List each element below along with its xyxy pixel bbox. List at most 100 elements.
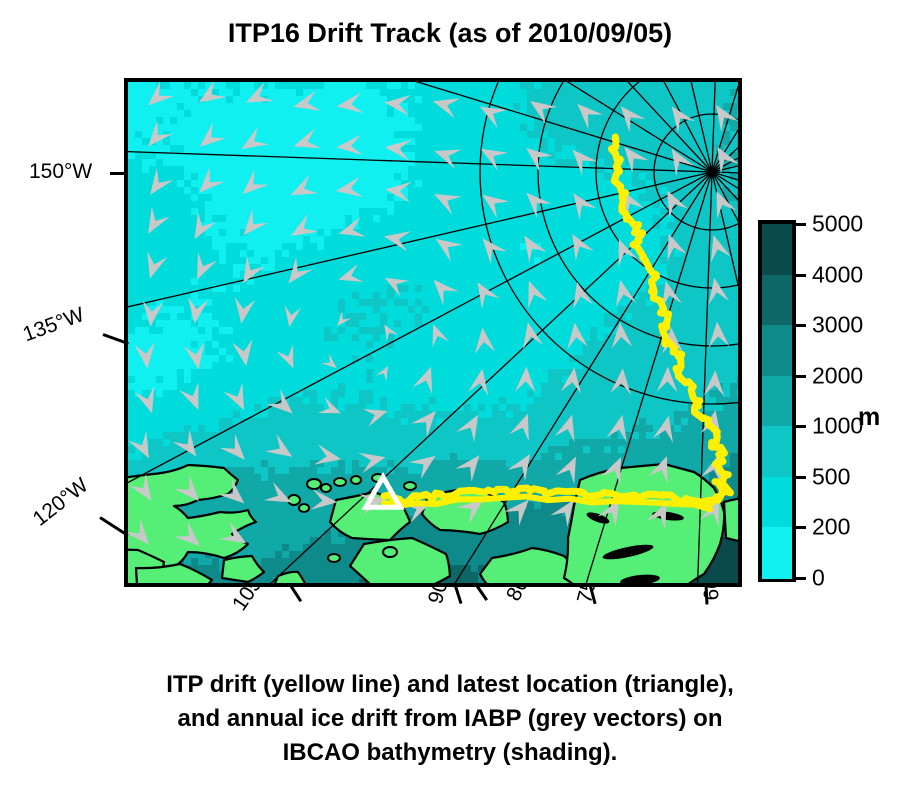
ice-drift-vector-74 [567,322,588,350]
meridian-150 [415,82,713,173]
ice-drift-vector-42 [290,213,319,236]
colorbar-band-3000-4000 [762,274,792,326]
ice-drift-vector-88 [610,368,631,395]
colorbar-band-0-200 [762,527,792,579]
ice-drift-vector-55 [288,256,313,284]
map-panel[interactable] [124,78,742,587]
ice-drift-vector-97 [411,410,436,438]
land-island-e [274,570,306,583]
ice-drift-vector-32 [434,193,462,215]
ice-drift-vector-130 [128,518,150,545]
ice-drift-vector-59 [477,281,500,310]
ice-drift-vector-95 [317,396,342,414]
colorbar-tick-3000 [792,324,806,328]
colorbar-tick-200 [792,526,806,530]
ice-drift-vector-33 [482,194,510,219]
ice-drift-vector-16 [293,128,322,149]
ice-drift-vector-52 [147,251,168,279]
ice-drift-vector-100 [554,414,575,443]
ice-drift-vector-43 [338,216,366,237]
ice-drift-vector-117 [128,473,152,501]
ice-drift-vector-126 [550,500,574,528]
ice-drift-vector-41 [243,209,268,236]
ice-drift-vector-76 [662,327,683,354]
ice-drift-vector-111 [455,455,480,482]
ice-drift-vector-77 [708,321,730,348]
ice-drift-vector-11 [671,106,695,134]
colorbar[interactable]: 5000 4000 3000 2000 1000 500 200 0 m [758,211,880,591]
axis-label-left-120w: 120°W [28,473,93,531]
ice-drift-vector-71 [432,323,450,348]
itp-drift-track [380,133,734,513]
colorbar-tick-label-4000: 4000 [812,261,864,288]
map-frame [124,78,742,587]
ice-drift-vector-92 [179,382,199,410]
ice-drift-vector-34 [526,192,552,219]
ice-drift-vector-24 [671,148,694,177]
land-feature-0 [602,544,654,560]
ice-drift-vector-132 [219,521,247,544]
ice-drift-vector-30 [335,176,363,198]
ice-drift-vector-9 [577,103,603,130]
ice-drift-vector-72 [474,327,496,354]
ice-drift-vector-60 [528,280,548,309]
colorbar-tick-label-1000: 1000 [812,412,864,439]
ice-drift-vector-131 [173,521,201,546]
land-islet-5 [287,494,301,506]
ice-drift-vector-51 [710,234,731,263]
ice-drift-vector-53 [197,252,217,280]
ice-drift-vector-22 [572,149,598,176]
ice-drift-vector-28 [242,169,269,195]
ice-drift-vector-67 [234,296,256,324]
ice-drift-vector-104 [128,430,149,459]
parallel-85n [653,113,738,231]
ice-drift-vector-106 [219,433,245,460]
ice-drift-vector-26 [150,167,174,195]
land-islet-9 [327,553,341,563]
ice-drift-vector-102 [652,415,674,443]
latest-location-marker[interactable] [361,471,405,510]
ice-drift-vector-108 [314,444,342,465]
land-island-d [220,554,266,583]
ice-drift-vector-57 [384,277,409,297]
colorbar-tick-label-200: 200 [812,513,851,540]
ice-drift-vector-10 [620,106,646,133]
ice-drift-vector-113 [555,456,576,485]
ice-drift-vector-121 [310,489,338,510]
ice-drift-vector-128 [646,502,667,530]
colorbar-tick-2000 [792,374,806,378]
ice-drift-vector-105 [172,429,197,457]
ice-drift-vector-66 [187,296,209,324]
land-islet-7 [403,481,417,491]
ice-drift-vector-13 [148,120,173,147]
land-greenland-east [722,497,738,542]
caption-line-2: and annual ice drift from IABP (grey vec… [177,705,723,732]
parallel-75n [537,82,738,347]
ice-drift-vector-63 [661,281,682,309]
ice-drift-vector-58 [433,279,459,306]
land-island-c [348,536,452,583]
colorbar-band-2000-3000 [762,325,792,377]
ice-drift-vector-68 [284,304,302,328]
page-title: ITP16 Drift Track (as of 2010/09/05) [227,18,673,48]
ice-drift-vector-69 [337,310,352,327]
ice-drift-vector-15 [241,126,269,150]
caption-line-1: ITP drift (yellow line) and latest locat… [166,671,734,698]
ice-drift-vector-0 [148,82,175,106]
ice-drift-vector-81 [276,344,294,369]
ice-drift-vector-93 [223,382,245,411]
land-ellesmere-island [478,546,582,583]
map-canvas [128,82,738,583]
land-islet-0 [306,478,322,490]
ice-drift-vector-35 [573,193,597,221]
ice-drift-vector-48 [572,233,594,262]
ice-drift-vector-86 [514,366,536,393]
ice-drift-vector-129 [699,499,719,528]
land-southwest-island [134,562,214,583]
ice-drift-vector-25 [717,146,738,175]
ice-drift-vector-21 [526,147,553,173]
ice-drift-vector-122 [358,494,387,515]
colorbar-tick-label-5000: 5000 [812,210,864,237]
ice-drift-vector-83 [375,365,389,382]
latest-location-triangle[interactable] [361,471,405,510]
